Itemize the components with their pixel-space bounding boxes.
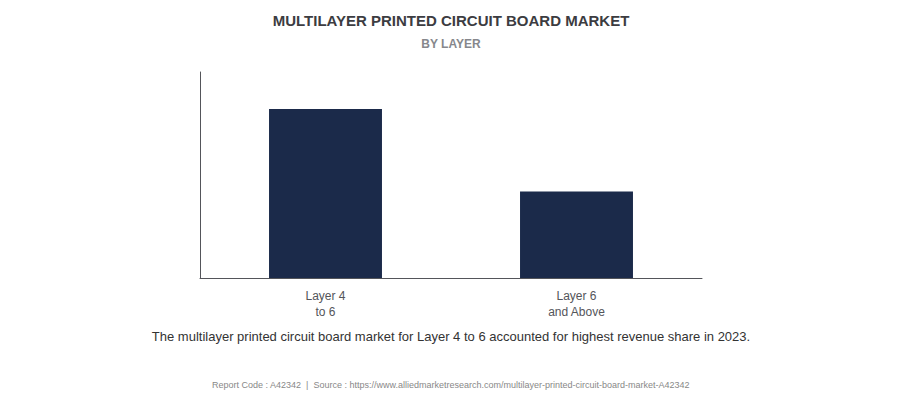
svg-text:Layer 4: Layer 4 [305, 289, 345, 303]
svg-text:to 6: to 6 [315, 305, 335, 319]
svg-text:Layer 6: Layer 6 [556, 289, 596, 303]
svg-text:MULTILAYER PRINTED CIRCUIT BOA: MULTILAYER PRINTED CIRCUIT BOARD MARKET [273, 12, 630, 29]
svg-text:BY LAYER: BY LAYER [421, 37, 481, 51]
svg-text:The multilayer printed circuit: The multilayer printed circuit board mar… [152, 329, 750, 344]
svg-text:and Above: and Above [548, 305, 605, 319]
svg-text:Report Code : A42342 | Sourc: Report Code : A42342 | Source : https://… [212, 380, 690, 390]
